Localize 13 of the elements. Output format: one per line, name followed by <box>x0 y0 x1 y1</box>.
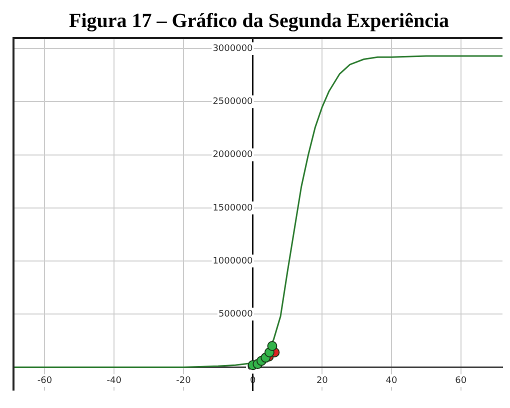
y-tick-label: 2500000 <box>212 97 254 108</box>
y-tick-label: 500000 <box>218 309 254 320</box>
x-tick-label: -20 <box>176 376 192 386</box>
y-tick-label: 3000000 <box>212 44 254 54</box>
y-tick-label: 1000000 <box>212 256 254 266</box>
x-tick-label: -60 <box>37 376 52 386</box>
x-tick-label: 20 <box>316 376 328 386</box>
x-tick-label: 40 <box>386 376 398 386</box>
y-tick-label: 2000000 <box>212 150 254 160</box>
x-tick-label: -40 <box>106 376 122 386</box>
x-tick-label: 60 <box>455 376 467 386</box>
y-tick-label: 1500000 <box>212 203 254 214</box>
chart-title: Figura 17 – Gráfico da Segunda Experiência <box>69 10 449 32</box>
